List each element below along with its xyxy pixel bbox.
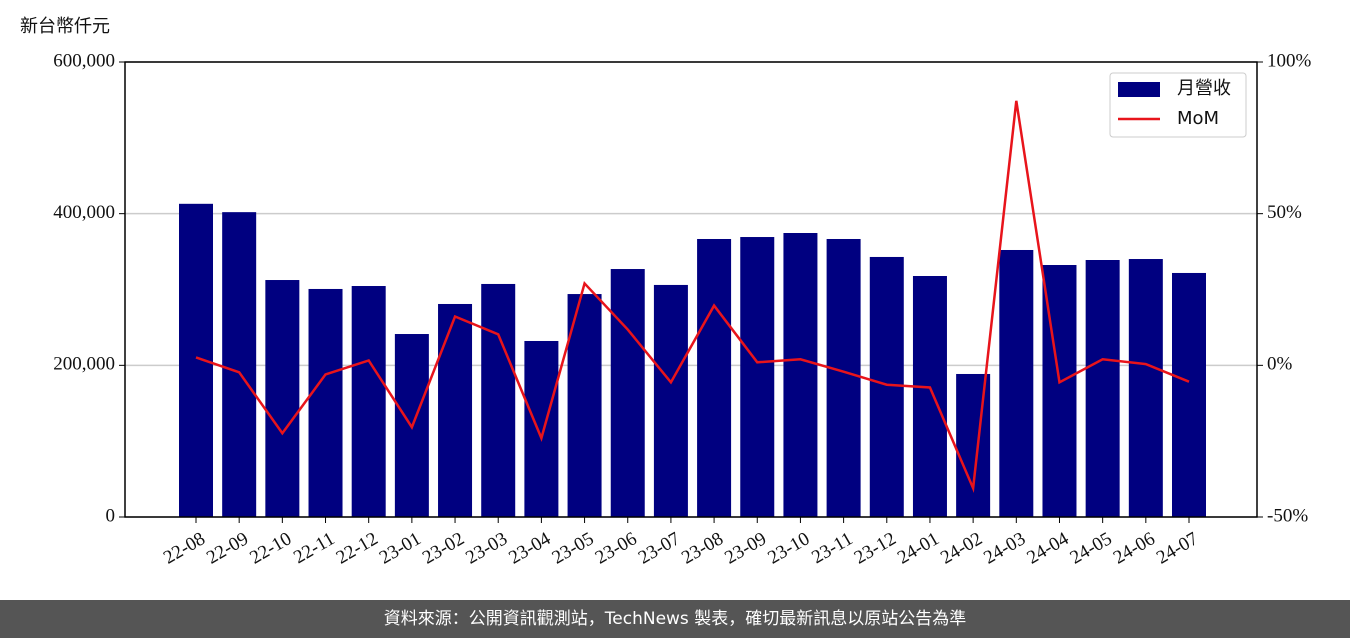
x-tick-label: 24-01 [894, 528, 943, 568]
bar [869, 256, 904, 517]
x-tick-label: 23-05 [549, 528, 598, 568]
bar [826, 238, 861, 517]
x-tick-label: 23-02 [419, 528, 468, 568]
y2-tick-label: -50% [1267, 505, 1308, 526]
x-tick-label: 23-11 [808, 528, 856, 568]
bar [912, 276, 947, 517]
x-tick-label: 22-08 [160, 528, 209, 568]
bar [351, 286, 386, 517]
bar [524, 340, 559, 517]
chart: 新台幣仟元 0 200,000 400,000 600,000 -50% 0% 50% 100… [20, 16, 1312, 569]
x-tick-label: 23-03 [462, 528, 511, 568]
x-tick-label: 23-07 [635, 528, 684, 568]
bar [783, 233, 818, 518]
x-tick-label: 24-02 [937, 528, 986, 568]
y-tick-label: 400,000 [53, 202, 115, 223]
x-tick-label: 24-07 [1153, 528, 1202, 568]
bar [438, 303, 473, 517]
y-tick-label: 0 [106, 505, 116, 526]
bar [1172, 272, 1206, 517]
x-tick-label: 24-03 [980, 528, 1029, 568]
x-tick-label: 24-06 [1110, 528, 1159, 568]
x-tick-label: 23-10 [764, 528, 813, 568]
x-tick-label: 23-09 [721, 528, 770, 568]
x-tick-label: 23-01 [376, 528, 425, 568]
mom-line [195, 100, 1190, 494]
x-tick-label: 24-04 [1023, 528, 1072, 569]
bar [481, 283, 516, 517]
bar [956, 373, 991, 517]
bar [222, 212, 257, 517]
bar [1085, 260, 1120, 517]
x-tick-label: 23-04 [505, 528, 554, 569]
legend-swatch [1118, 82, 1160, 97]
x-tick-label: 23-12 [851, 528, 900, 568]
bar [265, 280, 300, 517]
bar [999, 249, 1034, 517]
y-tick-label: 200,000 [53, 354, 115, 375]
x-tick-label: 24-05 [1067, 528, 1116, 568]
bar [697, 238, 732, 517]
x-tick-label: 23-06 [592, 528, 641, 568]
x-tick-label: 22-10 [246, 528, 295, 568]
x-tick-label: 22-12 [333, 528, 382, 568]
y2-tick-label: 50% [1267, 202, 1302, 223]
y-axis-label: 新台幣仟元 [20, 16, 110, 37]
plot-frame [124, 61, 1258, 518]
bar [610, 269, 645, 517]
x-tick-label: 23-08 [678, 528, 727, 568]
bar [740, 237, 775, 518]
legend-label: 月營收 [1177, 78, 1231, 99]
footer: 資料來源：公開資訊觀測站，TechNews 製表，確切最新訊息以原站公告為準 [0, 600, 1350, 638]
bar [567, 294, 602, 517]
y2-tick-label: 100% [1267, 50, 1312, 71]
bar [653, 284, 688, 517]
bar [308, 288, 343, 517]
y2-tick-label: 0% [1267, 354, 1293, 375]
legend-label: MoM [1177, 108, 1219, 129]
bar [1128, 259, 1163, 517]
x-tick-label: 22-11 [290, 528, 338, 568]
y-tick-label: 600,000 [53, 50, 115, 71]
x-tick-label: 22-09 [203, 528, 252, 568]
